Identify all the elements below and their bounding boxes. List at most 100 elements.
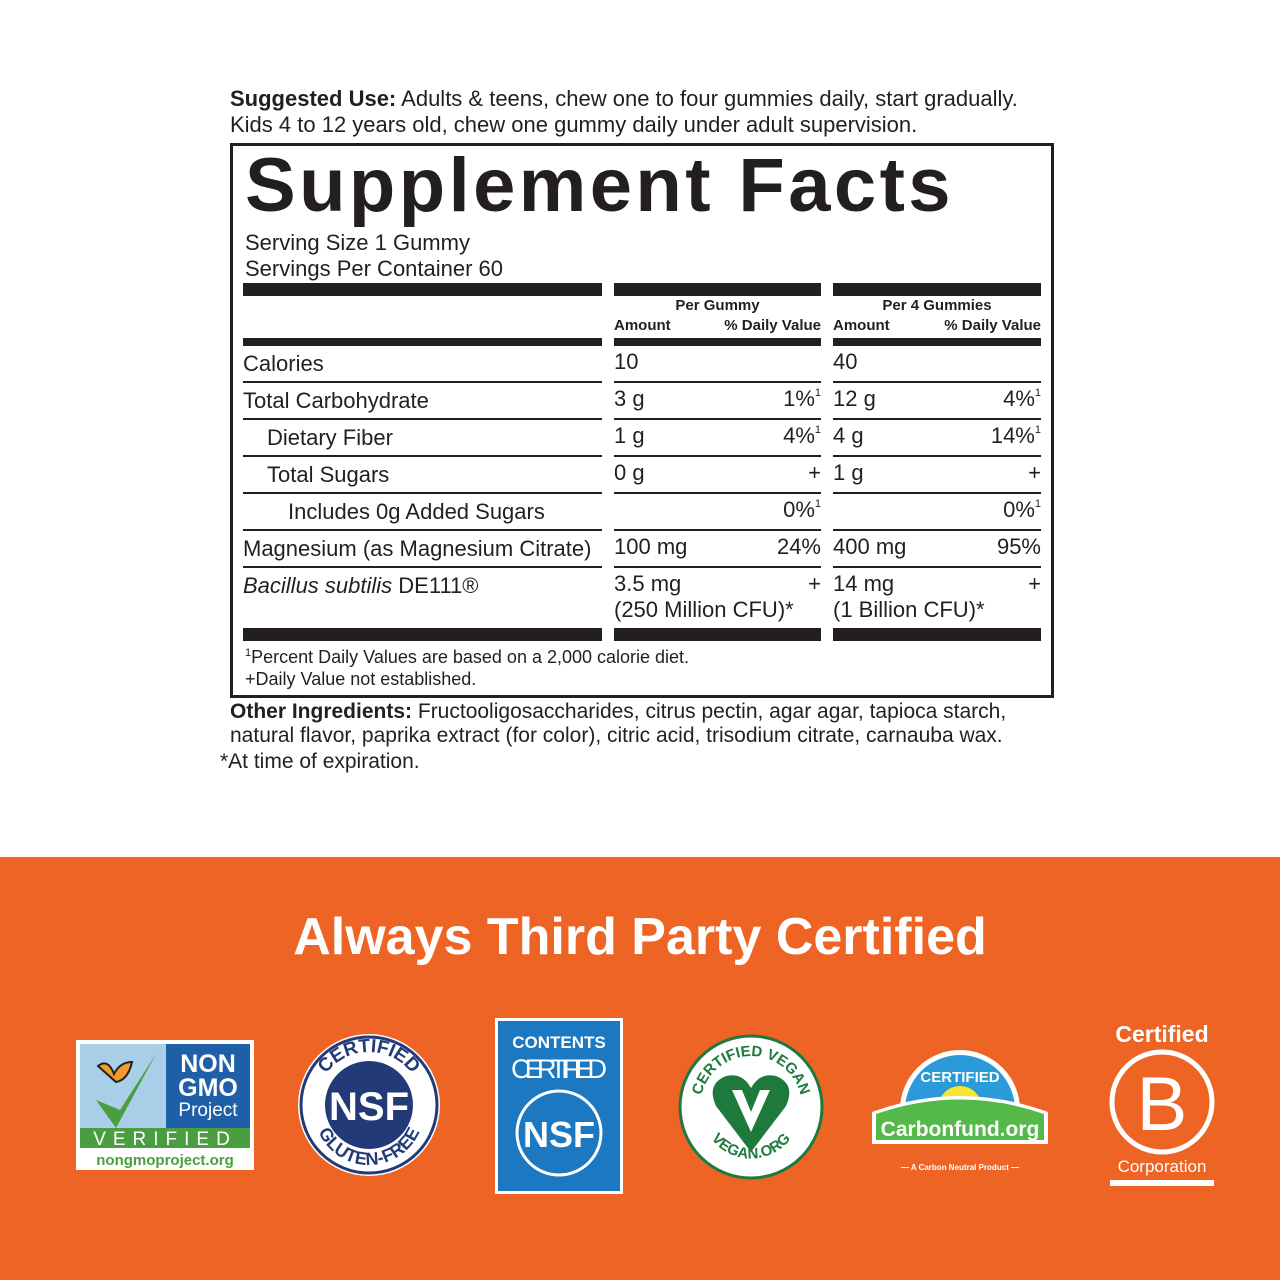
thick-rule-top — [243, 283, 602, 296]
thick-rule-header — [243, 338, 602, 346]
expiration-note: *At time of expiration. — [220, 750, 420, 773]
svg-text:B: B — [1137, 1062, 1188, 1147]
supplement-facts-panel: Supplement Facts Serving Size 1 Gummy Se… — [230, 143, 1054, 698]
amount: 4 g — [833, 423, 864, 448]
daily-value: 4% — [1003, 386, 1035, 411]
amount: 400 mg — [833, 534, 907, 559]
nutrient-name: Bacillus subtilis DE111® — [243, 568, 602, 628]
amount: 1 g — [614, 423, 645, 448]
carbonfund-logo: CERTIFIED Carbonfund.org — A Carbon Neut… — [872, 1050, 1048, 1172]
amount: 1 g — [833, 460, 864, 485]
svg-text:Corporation: Corporation — [1118, 1157, 1207, 1176]
suggested-use-text: Adults & teens, chew one to four gummies… — [396, 86, 1018, 111]
nutrient-values-1: 10 — [614, 346, 821, 383]
nsf-contents-certified-logo: CONTENTS CERTIFIED NSF — [495, 1018, 623, 1194]
nutrient-name-italic: Bacillus subtilis — [243, 573, 393, 598]
nutrient-name: Includes 0g Added Sugars — [243, 494, 602, 531]
nutrient-values-1: 100 mg 24% — [614, 531, 821, 568]
b-corp-logo: Certified B Corporation — [1109, 1021, 1215, 1186]
certifications-title: Always Third Party Certified — [293, 908, 987, 966]
daily-value: 1% — [783, 386, 815, 411]
nutrient-values-2: 1 g + — [833, 457, 1041, 494]
nutrient-values-2: 4 g 14%1 — [833, 420, 1041, 457]
thick-rule-bottom — [243, 628, 602, 641]
daily-value: 0% — [783, 497, 815, 522]
daily-value: + — [1028, 571, 1041, 596]
nutrient-values-1: 3.5 mg (250 Million CFU)* + — [614, 568, 821, 628]
nutrient-values-1: 0%1 — [614, 494, 821, 531]
other-ingredients: Other Ingredients: Fructooligosaccharide… — [230, 700, 1090, 748]
other-ingredients-label: Other Ingredients: — [230, 700, 413, 723]
svg-text:CERTIFIED: CERTIFIED — [511, 1054, 607, 1084]
svg-text:NSF: NSF — [523, 1114, 595, 1155]
suggested-use: Suggested Use: Adults & teens, chew one … — [230, 86, 1090, 138]
amount: 10 — [614, 349, 639, 374]
amount: 14 mg — [833, 571, 895, 596]
amount: 0 g — [614, 460, 645, 485]
svg-text:CERTIFIED: CERTIFIED — [920, 1069, 999, 1086]
certified-vegan-logo: CERTIFIED VEGAN VEGAN.ORG — [678, 1034, 824, 1180]
nutrient-values-2: 12 g 4%1 — [833, 383, 1041, 420]
daily-value: 14% — [990, 423, 1035, 448]
svg-text:Carbonfund.org: Carbonfund.org — [881, 1118, 1040, 1141]
daily-value: + — [808, 571, 821, 596]
amount-header: Amount — [833, 317, 890, 334]
daily-value: 4% — [783, 423, 815, 448]
daily-value: + — [1028, 460, 1041, 485]
nutrient-name: Dietary Fiber — [243, 420, 602, 457]
daily-value-header: % Daily Value — [944, 317, 1041, 334]
amount: 3 g — [614, 386, 645, 411]
thick-rule-bottom — [614, 628, 821, 641]
nutrient-name: Total Carbohydrate — [243, 383, 602, 420]
daily-value: 95% — [996, 534, 1041, 559]
svg-text:Project: Project — [178, 1100, 238, 1121]
servings-per-container: Servings Per Container 60 — [245, 256, 504, 281]
nutrient-values-2: 14 mg (1 Billion CFU)* + — [833, 568, 1041, 628]
thick-rule-header — [833, 338, 1041, 346]
nutrient-name: Magnesium (as Magnesium Citrate) — [243, 531, 602, 568]
daily-value-header: % Daily Value — [724, 317, 821, 334]
amount: 12 g — [833, 386, 876, 411]
footnote-ref: 1 — [1034, 424, 1041, 436]
footnote-plus: +Daily Value not established. — [245, 669, 477, 689]
svg-text:GMO: GMO — [178, 1074, 238, 1102]
daily-value: 24% — [776, 534, 821, 559]
amount: 100 mg — [614, 534, 688, 559]
footnote-ref: 1 — [1034, 387, 1041, 399]
svg-text:NSF: NSF — [329, 1085, 409, 1129]
svg-text:Certified: Certified — [1115, 1021, 1208, 1047]
facts-title: Supplement Facts — [245, 143, 954, 228]
other-ingredients-text-2: natural flavor, paprika extract (for col… — [230, 724, 1003, 747]
nutrient-strain: DE111® — [392, 573, 479, 598]
nutrient-values-2: 400 mg 95% — [833, 531, 1041, 568]
nutrient-values-2: 40 — [833, 346, 1041, 383]
footnote-mark: 1 — [245, 647, 252, 659]
svg-text:CONTENTS: CONTENTS — [512, 1033, 606, 1052]
other-ingredients-text: Fructooligosaccharides, citrus pectin, a… — [412, 700, 1007, 723]
footnote-ref: 1 — [814, 424, 821, 436]
nutrient-name: Calories — [243, 346, 602, 383]
thick-rule-top — [833, 283, 1041, 296]
footnotes: 1Percent Daily Values are based on a 2,0… — [245, 646, 689, 690]
daily-value: 0% — [1003, 497, 1035, 522]
amount-cfu: (250 Million CFU)* — [614, 597, 794, 622]
nutrient-values-2: 0%1 — [833, 494, 1041, 531]
column-group-header: Per 4 Gummies — [882, 297, 992, 314]
amount: 3.5 mg — [614, 571, 682, 596]
amount-header: Amount — [614, 317, 671, 334]
footnote-ref: 1 — [814, 387, 821, 399]
non-gmo-project-logo: NON GMO Project VERIFIED nongmoproject.o… — [76, 1040, 254, 1170]
svg-text:VERIFIED: VERIFIED — [93, 1129, 237, 1150]
suggested-use-label: Suggested Use: — [230, 86, 397, 111]
footnote-ref: 1 — [814, 498, 821, 510]
thick-rule-top — [614, 283, 821, 296]
thick-rule-header — [614, 338, 821, 346]
nutrient-values-1: 0 g + — [614, 457, 821, 494]
nsf-gluten-free-logo: CERTIFIED GLUTEN-FREE NSF — [298, 1034, 440, 1176]
nutrient-name: Total Sugars — [243, 457, 602, 494]
svg-text:nongmoproject.org: nongmoproject.org — [96, 1152, 234, 1169]
footnote-ref: 1 — [1034, 498, 1041, 510]
amount-cfu: (1 Billion CFU)* — [833, 597, 985, 622]
amount: 40 — [833, 349, 858, 374]
column-group-header: Per Gummy — [675, 297, 760, 314]
